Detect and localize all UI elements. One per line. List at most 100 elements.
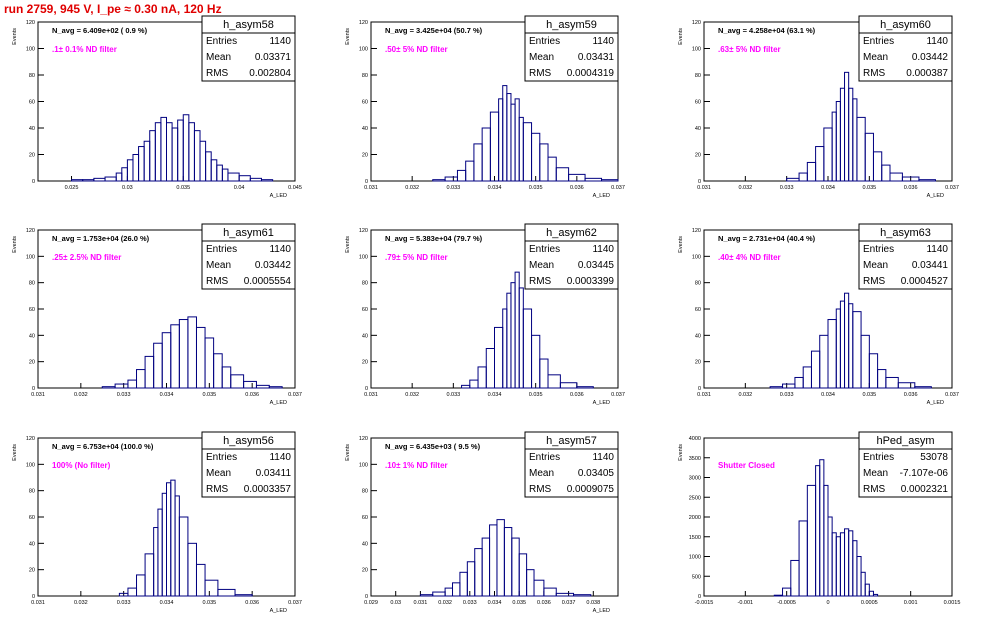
histogram-bin	[144, 553, 155, 597]
x-tick-label: 0.036	[537, 600, 551, 606]
histogram-bin	[555, 167, 570, 182]
histogram-bin	[547, 156, 557, 182]
histogram-bin	[864, 132, 874, 182]
x-tick-label: 0.031	[31, 392, 45, 398]
stats-value: 0.0005554	[244, 276, 292, 287]
histogram-bin	[166, 482, 172, 597]
filter-annotation: .25± 2.5% ND filter	[52, 253, 121, 262]
histogram-bin	[498, 98, 504, 182]
histogram-bin	[419, 594, 434, 597]
histogram-bin	[827, 319, 837, 389]
x-tick-label: 0.034	[160, 600, 174, 606]
y-tick-label: 20	[695, 360, 701, 366]
stats-label: Entries	[206, 244, 237, 255]
histogram-bin	[511, 537, 520, 597]
y-tick-label: 60	[29, 515, 35, 521]
histogram-bin	[601, 179, 619, 182]
x-tick-label: -0.0015	[695, 600, 714, 606]
y-tick-label: 120	[692, 228, 701, 234]
stats-value: 0.03445	[578, 260, 615, 271]
n-avg-label: N_avg = 6.753e+04 (100.0 %)	[52, 442, 154, 451]
histogram-bin	[573, 594, 592, 597]
histogram-bin	[514, 98, 520, 182]
stats-value: 0.0002321	[901, 484, 949, 495]
y-tick-label: 80	[362, 73, 368, 79]
histogram-bin	[216, 164, 223, 182]
x-tick-label: 0.037	[945, 392, 959, 398]
histogram-bin	[844, 528, 850, 597]
x-tick-label: 0.033	[446, 185, 460, 191]
y-tick-label: 40	[695, 333, 701, 339]
y-tick-label: 80	[695, 73, 701, 79]
histogram-bin	[827, 516, 833, 597]
histogram-bin	[568, 173, 586, 182]
stats-value: 0.03441	[912, 260, 949, 271]
x-axis-label: A_LED	[593, 608, 610, 614]
histogram-bin	[901, 176, 920, 182]
histogram-bin	[221, 168, 229, 182]
histogram-bin	[786, 177, 800, 182]
histogram-bin	[889, 172, 903, 182]
histogram-bin	[773, 594, 784, 597]
filter-annotation: .10± 1% ND filter	[385, 461, 448, 470]
filter-annotation: .50± 5% ND filter	[385, 45, 448, 54]
histogram-bin	[104, 176, 117, 182]
x-tick-label: 0.0005	[861, 600, 878, 606]
histogram-panel: 0 20 40 60 80 100 120 0.031 0.032 0.033 0.034 0.035…	[12, 223, 302, 406]
x-tick-label: 0.034	[821, 392, 835, 398]
histogram-bin	[230, 374, 245, 389]
histogram-panel: 0 20 40 60 80 100 120 0.031 0.032 0.033 0.034 0.035…	[678, 223, 959, 406]
x-tick-label: 0.032	[738, 185, 752, 191]
y-tick-label: 100	[692, 47, 701, 53]
y-tick-label: 80	[29, 73, 35, 79]
histogram-bin	[199, 140, 207, 182]
histogram-bin	[195, 326, 206, 389]
stats-box	[858, 431, 953, 498]
x-tick-label: 0.034	[488, 600, 502, 606]
stats-label: Entries	[206, 452, 237, 463]
x-tick-label: 0.031	[31, 600, 45, 606]
histogram-title: h_asym59	[546, 19, 597, 31]
stats-box	[201, 223, 296, 290]
y-tick-label: 0	[698, 386, 701, 392]
stats-label: Mean	[529, 468, 554, 479]
y-tick-label: 120	[359, 20, 368, 26]
y-tick-label: 40	[362, 541, 368, 547]
histogram-bin	[897, 382, 916, 389]
n-avg-label: N_avg = 5.383e+04 (79.7 %)	[385, 234, 483, 243]
histogram-bin	[217, 588, 236, 597]
stats-label: Entries	[529, 452, 560, 463]
histogram-bin	[543, 587, 557, 597]
histogram-bin	[160, 116, 167, 182]
filter-annotation: Shutter Closed	[718, 461, 775, 470]
stats-box	[201, 15, 296, 82]
stats-label: Entries	[863, 452, 894, 463]
histogram-bin	[848, 303, 854, 389]
histogram-bin	[806, 484, 817, 597]
y-tick-label: 0	[365, 386, 368, 392]
histogram-bin	[161, 492, 167, 597]
x-tick-label: 0.032	[438, 600, 452, 606]
histogram-bin	[221, 366, 232, 389]
y-tick-label: 0	[698, 594, 701, 600]
stats-value: 0.000387	[906, 68, 948, 79]
histogram-bin	[82, 179, 95, 182]
y-tick-label: 100	[692, 254, 701, 260]
y-tick-label: 100	[26, 47, 35, 53]
stats-label: RMS	[863, 484, 886, 495]
y-tick-label: 120	[26, 20, 35, 26]
x-tick-label: 0.036	[904, 185, 918, 191]
histogram-bin	[469, 379, 479, 389]
histogram-bin	[144, 355, 155, 389]
stats-label: Entries	[863, 244, 894, 255]
histogram-bin	[848, 530, 854, 597]
stats-value: 1140	[269, 36, 291, 47]
histogram-bin	[510, 282, 516, 389]
histogram-bin	[171, 127, 179, 182]
y-tick-label: 120	[26, 436, 35, 442]
histogram-bin	[852, 540, 858, 597]
y-tick-label: 0	[365, 179, 368, 185]
histogram-bin	[489, 111, 500, 182]
x-axis-label: A_LED	[927, 193, 944, 199]
n-avg-label: N_avg = 6.435e+03 ( 9.5 %)	[385, 442, 481, 451]
